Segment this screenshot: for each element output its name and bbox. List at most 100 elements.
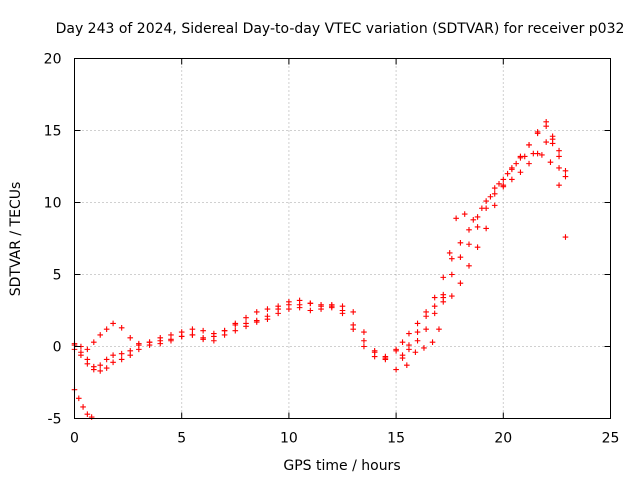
x-axis-label: GPS time / hours (283, 458, 400, 474)
data-point (414, 337, 421, 344)
data-point (549, 140, 556, 147)
data-point (110, 352, 116, 358)
data-point (110, 359, 116, 366)
data-point (275, 310, 281, 317)
data-point (556, 182, 562, 189)
data-point (449, 271, 455, 278)
data-point (103, 326, 110, 333)
data-point (90, 339, 97, 345)
data-point (562, 173, 569, 180)
data-point (103, 365, 110, 371)
data-point (97, 332, 104, 338)
data-point (78, 349, 84, 356)
data-point (211, 337, 217, 344)
data-point (431, 294, 438, 301)
data-point (339, 303, 346, 309)
data-point (84, 346, 91, 353)
data-point (404, 362, 410, 369)
series-track-4 (71, 150, 562, 420)
data-point (127, 335, 134, 341)
data-point (253, 309, 260, 315)
data-point (318, 303, 324, 309)
data-point (90, 363, 97, 370)
x-tick-label: 25 (602, 431, 620, 447)
axis-ticks: 0 5 10 15 20 25 -5 0 5 10 15 20 (44, 52, 620, 447)
data-point (449, 255, 455, 262)
data-point (221, 332, 228, 338)
data-point (466, 263, 472, 269)
data-point (412, 349, 419, 356)
data-point (517, 169, 524, 176)
data-point (429, 339, 436, 345)
data-point (296, 301, 303, 308)
data-point (264, 306, 271, 312)
data-point (406, 330, 412, 337)
data-point (127, 352, 134, 358)
data-point (513, 160, 519, 167)
data-point (103, 356, 110, 363)
data-point (500, 176, 507, 183)
data-point (243, 314, 249, 321)
data-point (75, 395, 82, 402)
y-tick-label: 15 (44, 124, 62, 140)
data-point (423, 326, 429, 333)
data-point (84, 411, 91, 417)
data-point (110, 320, 116, 327)
data-point (466, 241, 472, 248)
data-point (421, 345, 427, 351)
data-point (178, 333, 185, 340)
data-point (526, 142, 532, 148)
y-tick-label: 10 (44, 196, 62, 212)
data-point (556, 147, 562, 154)
y-tick-label: 0 (53, 340, 62, 356)
data-point (307, 307, 314, 314)
data-point (431, 303, 438, 309)
data-point (496, 180, 502, 187)
x-tick-label: 20 (494, 431, 512, 447)
data-point (509, 176, 515, 183)
data-point (449, 293, 455, 299)
data-point (436, 326, 442, 333)
data-point (556, 165, 562, 171)
data-point (200, 327, 206, 334)
data-point (350, 326, 357, 333)
data-point (534, 129, 541, 135)
data-point (457, 254, 464, 261)
data-point (189, 332, 196, 338)
data-point (361, 343, 367, 350)
data-point (487, 193, 494, 200)
data-point (382, 355, 389, 361)
x-tick-label: 10 (280, 431, 298, 447)
data-point (539, 152, 545, 158)
data-point (457, 240, 464, 246)
data-point (457, 280, 464, 286)
series-track-1 (71, 136, 569, 360)
data-point (491, 202, 498, 209)
data-point (399, 339, 406, 345)
data-point (361, 337, 367, 344)
data-point (470, 216, 477, 223)
data-point (118, 350, 125, 357)
data-point (474, 244, 481, 250)
data-point (453, 215, 459, 222)
data-point (97, 362, 104, 369)
data-point (88, 414, 95, 420)
data-point (200, 336, 206, 343)
data-point (232, 322, 239, 328)
data-point (136, 346, 142, 353)
data-point (118, 356, 125, 363)
data-point (168, 336, 174, 343)
data-point (479, 205, 485, 212)
data-point (431, 310, 438, 317)
data-point (118, 324, 125, 331)
data-point (483, 225, 489, 232)
x-tick-label: 15 (387, 431, 405, 447)
series-track-2 (71, 123, 569, 373)
plot-frame (74, 58, 611, 419)
data-point (562, 234, 569, 240)
y-axis-label: SDTVAR / TECUs (8, 182, 24, 297)
data-point (562, 168, 569, 174)
data-point (423, 309, 429, 315)
data-point (371, 353, 378, 360)
